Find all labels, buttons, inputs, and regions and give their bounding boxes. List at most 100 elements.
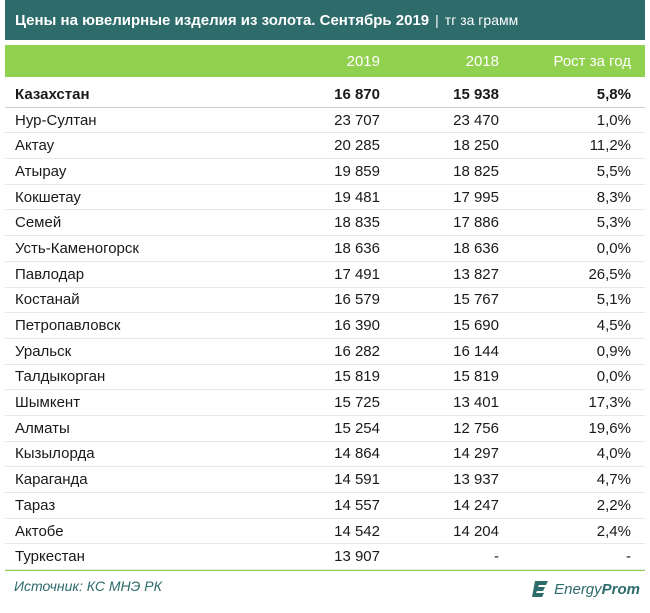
column-header-row: 2019 2018 Рост за год xyxy=(5,45,645,77)
city-cell: Костанай xyxy=(15,291,80,309)
table-row: Кокшетау 19 481 17 995 8,3% xyxy=(5,185,645,211)
city-cell: Семей xyxy=(15,214,62,232)
value-2018-cell: 17 995 xyxy=(453,188,499,206)
column-header-2018: 2018 xyxy=(465,52,499,70)
growth-cell: 11,2% xyxy=(589,137,631,155)
value-2019-cell: 14 591 xyxy=(334,471,380,489)
value-2019-cell: 19 859 xyxy=(334,162,380,180)
value-2019-cell: 14 557 xyxy=(334,496,380,514)
city-cell: Кокшетау xyxy=(15,188,81,206)
value-2018-cell: 17 886 xyxy=(453,214,499,232)
value-2019-cell: 14 542 xyxy=(334,522,380,540)
city-cell: Павлодар xyxy=(15,265,85,283)
table-row: Семей 18 835 17 886 5,3% xyxy=(5,210,645,237)
value-2018-cell: 14 247 xyxy=(453,496,499,514)
table-row: Талдыкорган 15 819 15 819 0,0% xyxy=(5,365,645,391)
growth-cell: 5,5% xyxy=(596,162,631,180)
value-2018-cell: 15 690 xyxy=(453,317,499,335)
growth-cell: 4,5% xyxy=(596,317,631,335)
value-2019-cell: 16 870 xyxy=(334,85,380,103)
table-title-bar: Цены на ювелирные изделия из золота. Сен… xyxy=(5,0,645,40)
city-cell: Нур-Султан xyxy=(15,111,97,129)
table-row: Усть-Каменогорск 18 636 18 636 0,0% xyxy=(5,236,645,262)
growth-cell: 0,9% xyxy=(596,342,631,360)
value-2018-cell: 18 250 xyxy=(453,137,499,155)
growth-cell: 0,0% xyxy=(596,239,631,257)
growth-cell: 1,0% xyxy=(596,111,631,129)
footer-divider xyxy=(5,570,645,571)
value-2018-cell: 23 470 xyxy=(453,111,499,129)
column-header-growth: Рост за год xyxy=(553,52,631,70)
growth-cell: - xyxy=(626,548,631,566)
table-row: Шымкент 15 725 13 401 17,3% xyxy=(5,390,645,416)
source-note: Источник: КС МНЭ РК xyxy=(14,578,162,594)
logo-text-prom: Prom xyxy=(601,580,640,598)
value-2019-cell: 15 819 xyxy=(334,368,380,386)
city-cell: Петропавловск xyxy=(15,317,121,335)
growth-cell: 17,3% xyxy=(588,394,631,412)
value-2019-cell: 16 579 xyxy=(334,291,380,309)
growth-cell: 5,3% xyxy=(596,214,631,232)
city-cell: Актау xyxy=(15,137,55,155)
city-cell: Туркестан xyxy=(15,548,85,566)
city-cell: Караганда xyxy=(15,471,88,489)
column-header-2019: 2019 xyxy=(346,52,380,70)
value-2018-cell: 15 767 xyxy=(453,291,499,309)
value-2018-cell: 14 297 xyxy=(453,445,499,463)
value-2018-cell: 13 937 xyxy=(453,471,499,489)
value-2019-cell: 18 835 xyxy=(334,214,380,232)
value-2018-cell: 15 819 xyxy=(453,368,499,386)
growth-cell: 19,6% xyxy=(588,419,631,437)
city-cell: Талдыкорган xyxy=(15,368,106,386)
table-row-total: Казахстан 16 870 15 938 5,8% xyxy=(5,82,645,108)
value-2019-cell: 16 282 xyxy=(334,342,380,360)
table-row: Уральск 16 282 16 144 0,9% xyxy=(5,339,645,365)
value-2019-cell: 20 285 xyxy=(334,137,380,155)
value-2019-cell: 15 254 xyxy=(334,419,380,437)
value-2018-cell: 18 825 xyxy=(453,162,499,180)
table-row: Актобе 14 542 14 204 2,4% xyxy=(5,519,645,545)
title-separator: | xyxy=(435,12,439,28)
city-cell: Кызылорда xyxy=(15,445,95,463)
table-row: Павлодар 17 491 13 827 26,5% xyxy=(5,262,645,288)
value-2019-cell: 15 725 xyxy=(334,394,380,412)
table-unit: тг за грамм xyxy=(444,12,519,28)
table-row: Караганда 14 591 13 937 4,7% xyxy=(5,467,645,493)
city-cell: Казахстан xyxy=(15,85,90,103)
table-row: Туркестан 13 907 - - xyxy=(5,544,645,571)
value-2018-cell: 18 636 xyxy=(453,239,499,257)
value-2019-cell: 18 636 xyxy=(334,239,380,257)
value-2018-cell: 16 144 xyxy=(453,342,499,360)
growth-cell: 5,1% xyxy=(596,291,631,309)
growth-cell: 8,3% xyxy=(596,188,631,206)
value-2019-cell: 19 481 xyxy=(334,188,380,206)
table-row: Тараз 14 557 14 247 2,2% xyxy=(5,493,645,519)
table-row: Атырау 19 859 18 825 5,5% xyxy=(5,159,645,185)
growth-cell: 4,0% xyxy=(596,445,631,463)
city-cell: Атырау xyxy=(15,162,67,180)
growth-cell: 2,2% xyxy=(596,496,631,514)
growth-cell: 4,7% xyxy=(596,471,631,489)
value-2019-cell: 14 864 xyxy=(334,445,380,463)
growth-cell: 2,4% xyxy=(596,522,631,540)
value-2018-cell: - xyxy=(494,548,499,566)
energyprom-logo-icon xyxy=(532,581,549,597)
growth-cell: 26,5% xyxy=(588,265,631,283)
value-2018-cell: 15 938 xyxy=(453,85,499,103)
city-cell: Тараз xyxy=(15,496,56,514)
table-row: Алматы 15 254 12 756 19,6% xyxy=(5,416,645,442)
city-cell: Актобе xyxy=(15,522,64,540)
value-2018-cell: 12 756 xyxy=(453,419,499,437)
table-body: Казахстан 16 870 15 938 5,8% Нур-Султан 23 70… xyxy=(5,82,645,571)
city-cell: Усть-Каменогорск xyxy=(15,239,139,257)
value-2018-cell: 13 401 xyxy=(453,394,499,412)
table-row: Нур-Султан 23 707 23 470 1,0% xyxy=(5,108,645,134)
growth-cell: 0,0% xyxy=(596,368,631,386)
table-row: Кызылорда 14 864 14 297 4,0% xyxy=(5,442,645,468)
logo-text-energy: Energy xyxy=(554,580,602,598)
city-cell: Шымкент xyxy=(15,394,81,412)
table-row: Петропавловск 16 390 15 690 4,5% xyxy=(5,313,645,339)
energyprom-logo: Energy Prom xyxy=(532,574,640,604)
table-title: Цены на ювелирные изделия из золота. Сен… xyxy=(15,11,430,29)
